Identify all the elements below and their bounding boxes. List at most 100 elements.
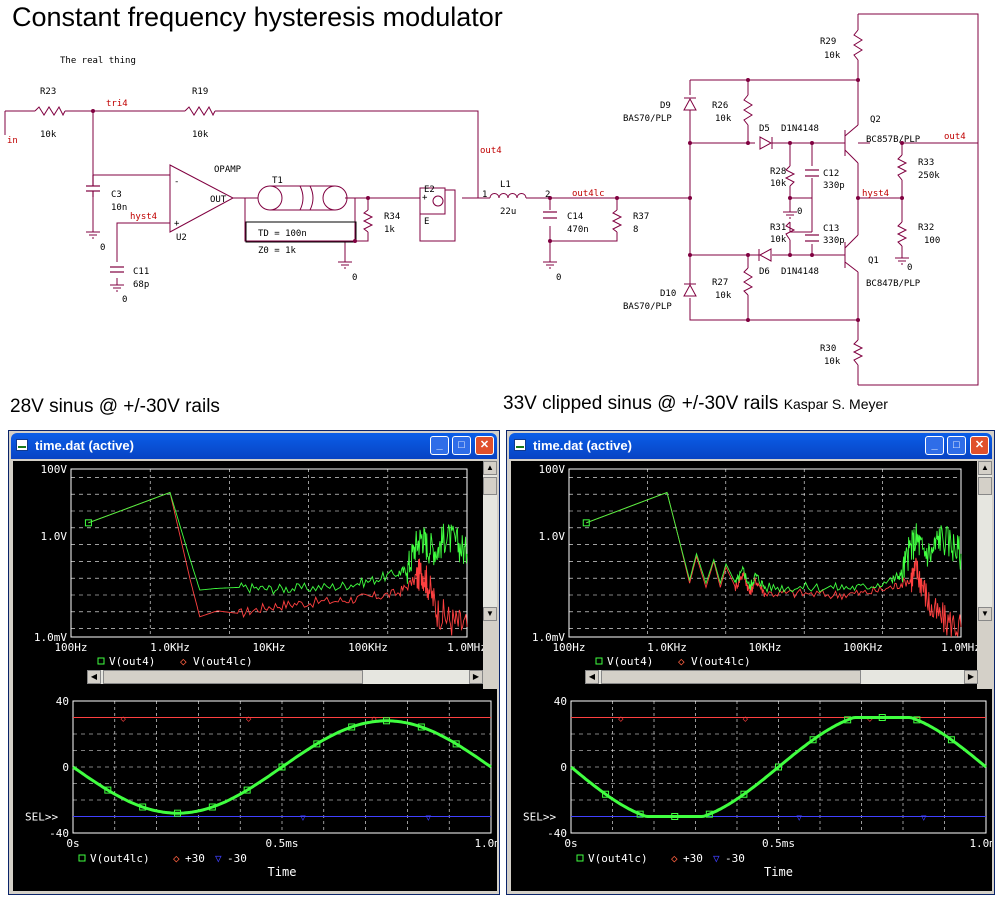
data-marker	[947, 736, 955, 744]
data-marker: ▽	[797, 814, 803, 824]
legend-label-out4lc: V(out4lc)	[193, 655, 253, 668]
maximize-icon[interactable]: □	[452, 436, 471, 455]
schematic-grounds	[86, 211, 909, 292]
r19-ref: R19	[192, 87, 208, 97]
legend-label-out4: V(out4)	[607, 655, 653, 668]
l1-value: 22u	[500, 207, 516, 217]
r33-value: 250k	[918, 171, 940, 181]
legend-marker-out4	[595, 657, 603, 665]
scroll-thumb[interactable]	[978, 477, 992, 495]
minimize-icon[interactable]: _	[430, 436, 449, 455]
schematic-transistors	[844, 124, 859, 273]
right-caption: 33V clipped sinus @ +/-30V rails Kaspar …	[503, 393, 888, 415]
net-out4-left: out4	[480, 146, 502, 156]
close-icon[interactable]: ✕	[970, 436, 989, 455]
r31-ref: R31	[770, 223, 786, 233]
c3-value: 10n	[111, 203, 127, 213]
x-tick-label: 0s	[564, 837, 577, 850]
q1-value: BC847B/PLP	[866, 279, 921, 289]
minimize-icon[interactable]: _	[925, 436, 944, 455]
l1-ref: L1	[500, 180, 511, 190]
q1-ref: Q1	[868, 256, 879, 266]
window-titlebar[interactable]: time.dat (active) _ □ ✕	[509, 433, 992, 459]
scroll-thumb[interactable]	[483, 477, 497, 495]
frequency-plot-area[interactable]: 100V 1.0V 1.0mV 100Hz 1.0KHz 10KHz 100KHz 1.0MH…	[511, 461, 981, 696]
window-titlebar[interactable]: time.dat (active) _ □ ✕	[11, 433, 497, 459]
x-tick-label: 1.0KHz	[647, 641, 687, 654]
net-labels: in tri4 hyst4 out4 out4lc hyst4 out4	[7, 99, 966, 222]
ground-label-1: 0	[100, 243, 105, 253]
e-label: E	[424, 217, 429, 227]
opamp-out-label: OUT	[210, 195, 227, 205]
left-caption: 28V sinus @ +/-30V rails	[10, 396, 220, 417]
net-tri4: tri4	[106, 99, 128, 109]
series-line-out4lc	[72, 719, 492, 815]
opamp-label: OPAMP	[214, 165, 242, 175]
time-chart[interactable]: 40 0 -40 SEL>> 0s 0.5ms 1.0ms ◇ ◇ ◇ ▽ ▽ V(out4lc) ◇ +3…	[511, 689, 995, 891]
scroll-right-button[interactable]: ▶	[469, 670, 483, 684]
y-tick-label: 1.0V	[539, 530, 566, 543]
series-line-out4lc	[570, 716, 987, 818]
scroll-left-button[interactable]: ◀	[87, 670, 101, 684]
scroll-down-button[interactable]: ▼	[978, 607, 992, 621]
x-tick-label: 1.0ms	[969, 837, 992, 850]
ground-label-3: 0	[352, 273, 357, 283]
schematic-resistors	[34, 29, 908, 366]
scroll-right-button[interactable]: ▶	[964, 670, 978, 684]
schematic-wires	[4, 13, 979, 386]
data-marker	[705, 810, 713, 818]
r28-value: 10k	[770, 179, 787, 189]
r30-ref: R30	[820, 344, 836, 354]
legend-label-out4lc: V(out4lc)	[691, 655, 751, 668]
scroll-thumb-horizontal[interactable]	[103, 670, 363, 684]
probe-window-right[interactable]: time.dat (active) _ □ ✕ 100V 1.0V 1.0mV 100…	[506, 430, 995, 895]
d9-value: BAS70/PLP	[623, 114, 672, 124]
vertical-scrollbar[interactable]: ▲ ▼	[978, 461, 992, 621]
ground-label-4: 0	[556, 273, 561, 283]
data-marker: ▽	[426, 814, 432, 824]
horizontal-scrollbar[interactable]: ◀ ▶	[585, 670, 978, 684]
vertical-scrollbar[interactable]: ▲ ▼	[483, 461, 497, 621]
r27-ref: R27	[712, 278, 728, 288]
close-icon[interactable]: ✕	[475, 436, 494, 455]
opamp-symbol	[169, 164, 235, 233]
scroll-up-button[interactable]: ▲	[483, 461, 497, 475]
opamp-minus-label: -	[174, 177, 179, 187]
data-marker	[844, 716, 852, 724]
scroll-up-button[interactable]: ▲	[978, 461, 992, 475]
data-marker	[104, 786, 112, 794]
legend-marker-out4lc	[78, 854, 86, 862]
frequency-plot-area[interactable]: 100V 1.0V 1.0mV 100Hz 1.0KHz 10KHz 100KHz 1.0MH…	[13, 461, 487, 696]
c11-value: 68p	[133, 280, 149, 290]
data-marker: ◇	[743, 715, 749, 725]
l1-symbol	[489, 193, 528, 199]
scroll-thumb-horizontal[interactable]	[601, 670, 861, 684]
subnote: The real thing	[60, 56, 136, 66]
time-chart[interactable]: 40 0 -40 SEL>> 0s 0.5ms 1.0ms ◇ ◇ ◇ ▽ ▽ V(out4lc) ◇ +3…	[13, 689, 508, 891]
c12-ref: C12	[823, 169, 839, 179]
legend-label-plus30: +30	[185, 852, 205, 865]
x-tick-label: 100Hz	[54, 641, 87, 654]
legend-marker-out4lc: ◇	[678, 655, 685, 668]
time-plot-area[interactable]: 40 0 -40 SEL>> 0s 0.5ms 1.0ms ◇ ◇ ◇ ▽ ▽ V(out4lc) ◇ +3…	[511, 689, 995, 891]
time-plot-area[interactable]: 40 0 -40 SEL>> 0s 0.5ms 1.0ms ◇ ◇ ◇ ▽ ▽ V(out4lc) ◇ +3…	[13, 689, 508, 891]
probe-window-left[interactable]: time.dat (active) _ □ ✕ 100V 1.0V 1.0mV 100…	[8, 430, 508, 895]
scroll-down-button[interactable]: ▼	[483, 607, 497, 621]
data-marker	[139, 803, 147, 811]
maximize-icon[interactable]: □	[947, 436, 966, 455]
d9-ref: D9	[660, 101, 671, 111]
r31-value: 10k	[770, 235, 787, 245]
data-marker	[243, 786, 251, 794]
c3-ref: C3	[111, 190, 122, 200]
r23-value: 10k	[40, 130, 57, 140]
y-tick-label: 100V	[539, 463, 566, 476]
e2-symbol	[419, 187, 446, 215]
x-tick-label: 10KHz	[748, 641, 781, 654]
horizontal-scrollbar[interactable]: ◀ ▶	[87, 670, 483, 684]
d10-value: BAS70/PLP	[623, 302, 672, 312]
scroll-left-button[interactable]: ◀	[585, 670, 599, 684]
x-tick-label: 10KHz	[252, 641, 285, 654]
data-marker	[913, 716, 921, 724]
